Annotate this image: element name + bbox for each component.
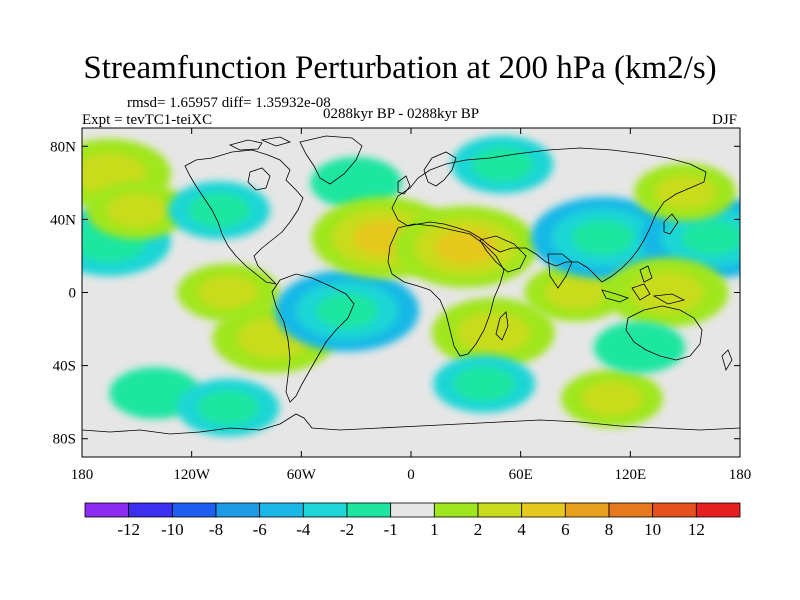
colorbar-label: 10 bbox=[644, 520, 661, 539]
anomaly-contour-band bbox=[456, 311, 531, 354]
colorbar-label: 6 bbox=[561, 520, 570, 539]
coastline-india bbox=[547, 253, 573, 289]
colorbar: -12 -10 -8 -6 -4 -2 -1 1 2 4 6 8 10 12 bbox=[84, 502, 741, 539]
anomaly-contour-band bbox=[681, 220, 740, 256]
colorbar-label: -2 bbox=[340, 520, 354, 539]
colorbar-label: -1 bbox=[384, 520, 398, 539]
anomaly-contour-band bbox=[654, 174, 716, 210]
colorbar-swatch bbox=[695, 502, 741, 518]
anomaly-contour-band bbox=[593, 321, 686, 374]
lat-tick-label: 80S bbox=[53, 432, 76, 448]
coastlines bbox=[82, 135, 740, 435]
lon-tick-label: 0 bbox=[407, 467, 415, 483]
colorbar-swatch bbox=[564, 502, 610, 518]
coastline-madagascar bbox=[495, 311, 509, 341]
anomaly-contour-band bbox=[581, 381, 643, 416]
coastline-maritime-continent bbox=[601, 265, 686, 305]
anomaly-contour-band bbox=[471, 147, 533, 182]
coastline-arabia bbox=[479, 235, 527, 273]
anomaly-center bbox=[275, 269, 420, 352]
anomaly-center bbox=[433, 354, 536, 413]
colorbar-swatch bbox=[521, 502, 566, 518]
lat-tick-label: 80N bbox=[50, 139, 76, 155]
colorbar-swatch bbox=[171, 502, 217, 518]
anomaly-contour-band bbox=[453, 366, 515, 402]
anomaly-contour-band bbox=[629, 271, 704, 314]
anomaly-center bbox=[393, 206, 538, 288]
anomaly-contour-band bbox=[188, 192, 250, 228]
lon-tick-label: 60E bbox=[509, 467, 533, 483]
coastline-south-america bbox=[271, 273, 355, 403]
colorbar-swatch bbox=[346, 502, 392, 518]
coastline-greenland bbox=[299, 135, 363, 185]
anomaly-contour-band bbox=[106, 192, 168, 228]
colorbar-label: 1 bbox=[430, 520, 439, 539]
anomaly-contour-band bbox=[572, 220, 634, 256]
season-label: DJF bbox=[712, 112, 738, 128]
anomaly-center bbox=[168, 181, 271, 240]
map-panel: 180 120W 60W 0 60E 120E 180 80N 40N 0 40S 80S bbox=[50, 127, 751, 483]
anomaly-center bbox=[634, 163, 737, 221]
colorbar-label: -4 bbox=[296, 520, 311, 539]
lon-tick-label: 60W bbox=[287, 467, 317, 483]
figure-title: Streamfunction Perturbation at 200 hPa (… bbox=[83, 50, 717, 86]
map-axes: 180 120W 60W 0 60E 120E 180 80N 40N 0 40S 80S bbox=[50, 128, 751, 483]
coastline-new-zealand bbox=[721, 349, 733, 371]
stats-line: rmsd= 1.65957 diff= 1.35932e-08 bbox=[127, 95, 331, 111]
anomaly-contour-band bbox=[310, 156, 402, 209]
anomaly-contour-band bbox=[544, 275, 607, 310]
colorbar-label: 2 bbox=[474, 520, 483, 539]
anomaly-center bbox=[451, 135, 554, 194]
coastline-eurasia bbox=[391, 147, 707, 283]
colorbar-label: 12 bbox=[688, 520, 705, 539]
colorbar-swatch bbox=[84, 502, 130, 518]
colorbar-swatch bbox=[433, 502, 479, 518]
anomaly-field bbox=[82, 135, 740, 437]
colorbar-label: -10 bbox=[161, 520, 184, 539]
coastline-australia bbox=[625, 305, 703, 361]
period-label: 0288kyr BP - 0288kyr BP bbox=[323, 106, 480, 122]
lon-tick-label: 120E bbox=[614, 467, 646, 483]
lat-tick-label: 40S bbox=[53, 359, 76, 375]
lat-tick-label: 40N bbox=[50, 212, 76, 228]
colorbar-label: 4 bbox=[517, 520, 526, 539]
anomaly-center bbox=[605, 257, 729, 328]
colorbar-swatch bbox=[302, 502, 348, 518]
coastline-japan bbox=[663, 213, 679, 235]
anomaly-center bbox=[310, 156, 402, 209]
coastline-africa bbox=[387, 223, 505, 357]
colorbar-label: -6 bbox=[253, 520, 267, 539]
anomaly-center bbox=[177, 378, 280, 437]
colorbar-label: -12 bbox=[117, 520, 140, 539]
colorbar-swatch bbox=[390, 502, 435, 518]
colorbar-swatch bbox=[477, 502, 523, 518]
anomaly-center bbox=[85, 181, 188, 240]
coastline-north-america bbox=[184, 149, 304, 285]
lon-tick-label: 120W bbox=[173, 467, 211, 483]
coastline-arctic-islands bbox=[228, 136, 292, 151]
colorbar-swatch bbox=[215, 502, 261, 518]
anomaly-center bbox=[593, 321, 686, 374]
anomaly-contour-band bbox=[197, 275, 259, 310]
lat-tick-label: 0 bbox=[69, 286, 77, 302]
colorbar-swatch bbox=[608, 502, 654, 518]
anomaly-contour-band bbox=[197, 390, 259, 425]
colorbar-swatch bbox=[259, 502, 304, 518]
anomaly-center bbox=[431, 297, 555, 368]
coastline-scandinavia bbox=[423, 151, 457, 187]
coastline-antarctica bbox=[82, 413, 740, 435]
coastline-british-isles bbox=[397, 175, 411, 195]
colorbar-swatch bbox=[128, 502, 173, 518]
anomaly-center bbox=[561, 369, 664, 428]
anomaly-contour-band bbox=[434, 229, 497, 265]
colorbar-label: 8 bbox=[605, 520, 614, 539]
colorbar-swatch bbox=[652, 502, 697, 518]
coastline-hudson-bay bbox=[247, 167, 271, 191]
lon-tick-label: 180 bbox=[71, 467, 94, 483]
anomaly-contour-band bbox=[316, 293, 378, 329]
colorbar-label: -8 bbox=[209, 520, 223, 539]
experiment-label: Expt = tevTC1-teiXC bbox=[82, 112, 213, 128]
lon-tick-label: 180 bbox=[729, 467, 752, 483]
